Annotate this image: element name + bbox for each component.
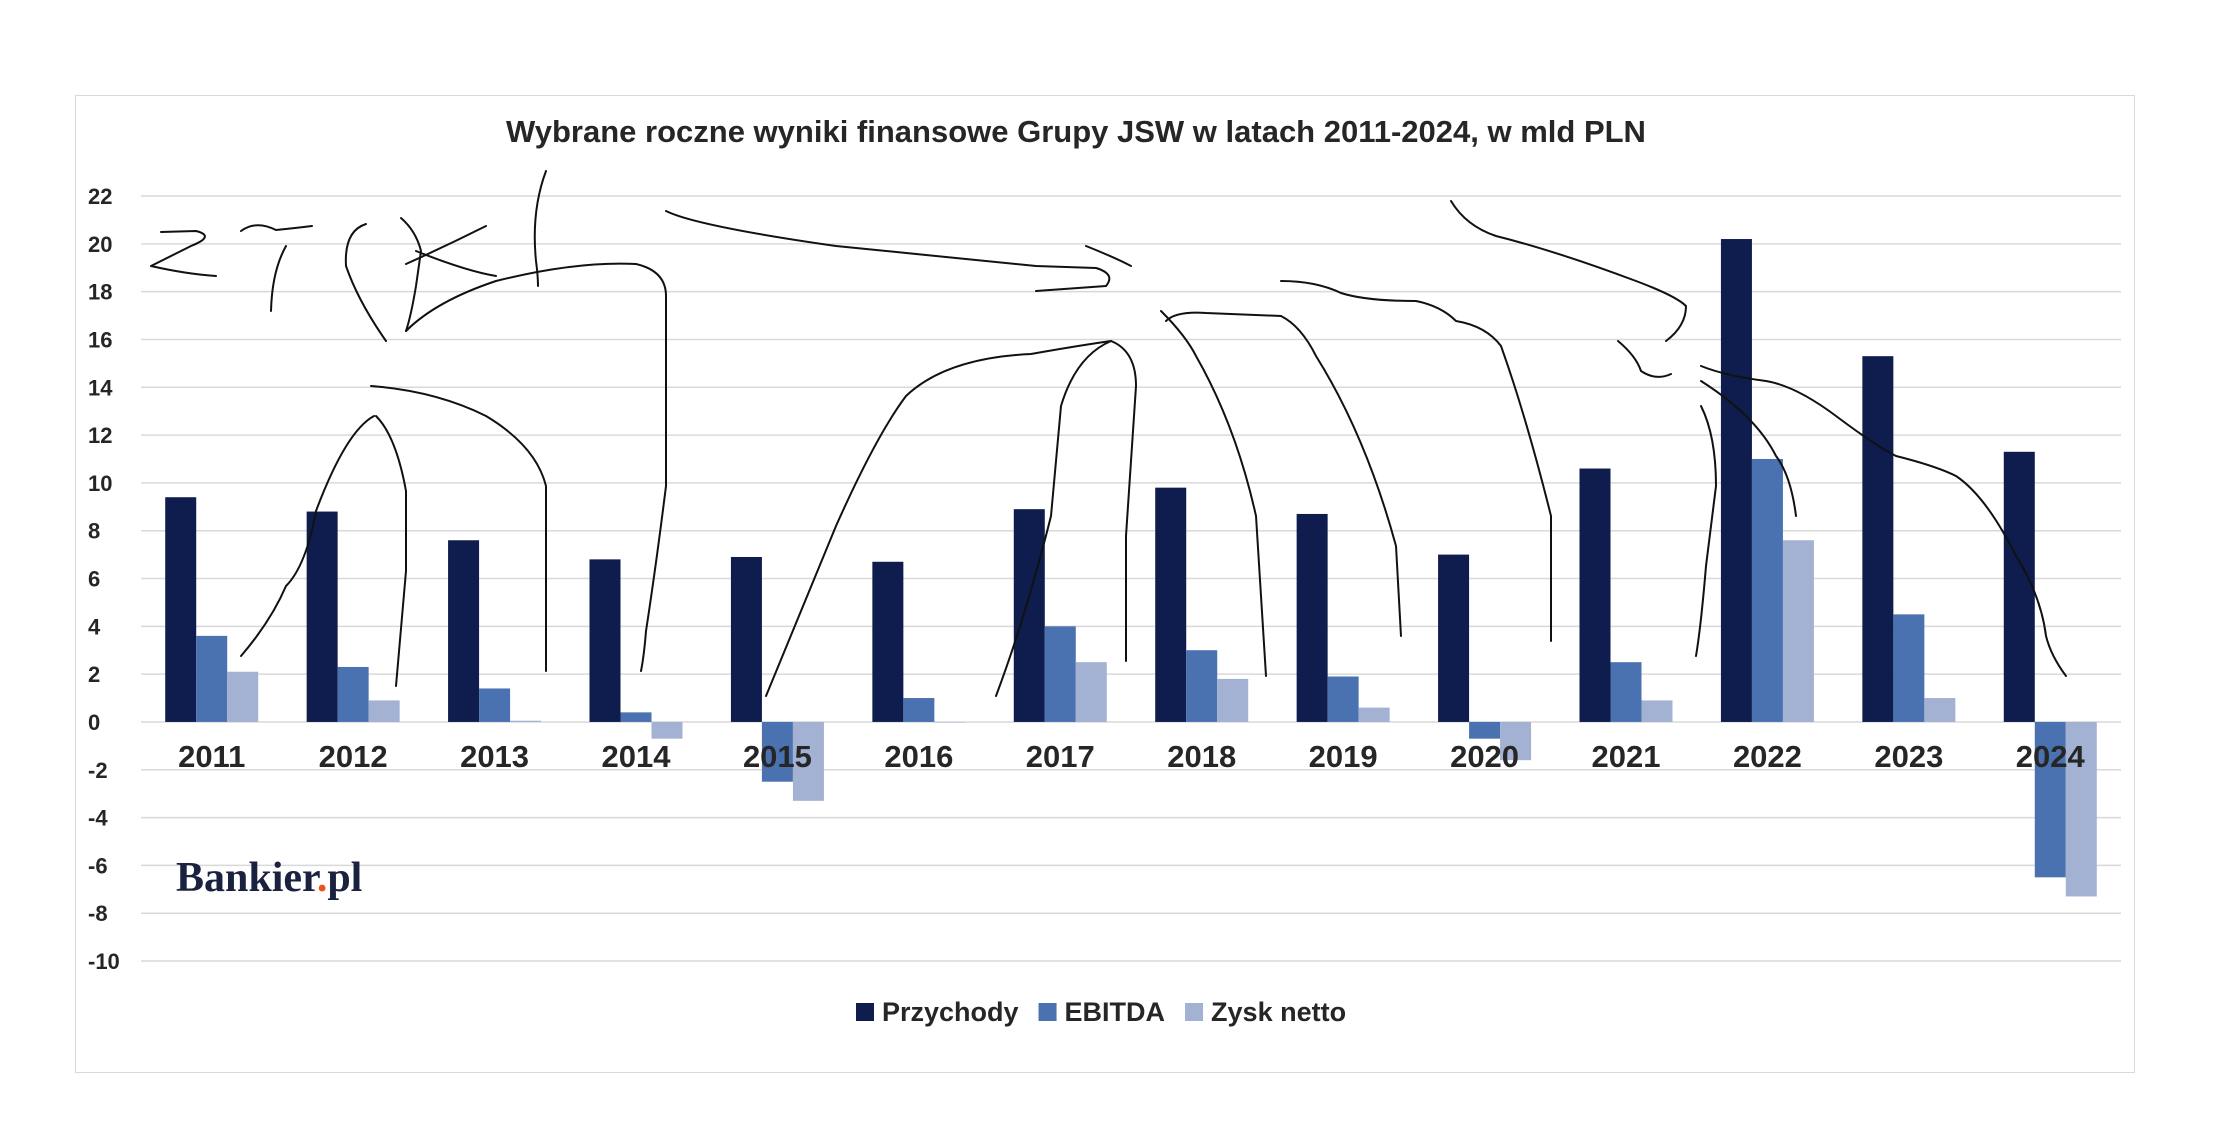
y-tick-label: 10 — [88, 471, 112, 496]
x-axis-ticks: 2011 2012 2013 2014 2015 2016 2017 2018 2019 2020… — [178, 739, 2085, 774]
y-tick-label: 20 — [88, 232, 112, 257]
legend-label: Zysk netto — [1211, 997, 1346, 1027]
bar-ebitda-2020 — [1469, 721, 1501, 739]
legend-label: Przychody — [882, 997, 1019, 1027]
x-tick-label: 2015 — [743, 739, 812, 774]
y-tick-label: -2 — [88, 758, 108, 783]
y-tick-label: 8 — [88, 519, 100, 544]
legend-swatch — [1185, 1003, 1204, 1021]
bar-przychody-2018 — [1155, 487, 1187, 722]
bar-przychody-2020 — [1438, 554, 1470, 722]
bar-ebitda-2021 — [1610, 662, 1642, 722]
x-tick-label: 2016 — [884, 739, 953, 774]
bar-ebitda-2013 — [479, 688, 511, 722]
bar-zysk-netto-2016 — [934, 721, 966, 723]
grid-lines — [141, 195, 2121, 962]
y-tick-label: 6 — [88, 567, 100, 592]
y-tick-label: 14 — [88, 375, 113, 400]
x-tick-label: 2014 — [602, 739, 672, 774]
y-tick-label: -10 — [88, 949, 120, 974]
legend: Przychody EBITDA Zysk netto — [856, 997, 1346, 1027]
bar-ebitda-2012 — [337, 666, 369, 722]
bankier-logo: Bankier.pl — [176, 855, 362, 901]
bar-przychody-2013 — [448, 540, 480, 722]
x-tick-label: 2013 — [460, 739, 529, 774]
x-tick-label: 2024 — [2016, 739, 2086, 774]
x-tick-label: 2022 — [1733, 739, 1802, 774]
bar-przychody-2014 — [589, 559, 621, 722]
y-tick-label: -4 — [88, 806, 108, 831]
legend-swatch — [1038, 1003, 1057, 1021]
x-tick-label: 2019 — [1309, 739, 1378, 774]
bar-ebitda-2017 — [1044, 626, 1076, 722]
bar-zysk-netto-2020 — [1500, 721, 1532, 761]
bar-zysk-netto-2023 — [1924, 698, 1956, 722]
bar-ebitda-2016 — [903, 698, 935, 722]
bar-zysk-netto-2014 — [651, 721, 683, 739]
bar-ebitda-2011 — [196, 635, 228, 722]
bar-ebitda-2014 — [620, 712, 652, 722]
y-tick-label: 22 — [88, 184, 112, 209]
bar-przychody-2017 — [1013, 509, 1045, 722]
legend-swatch — [856, 1003, 874, 1021]
bar-przychody-2019 — [1296, 513, 1328, 722]
y-tick-label: 12 — [88, 423, 112, 448]
bar-ebitda-2015 — [761, 721, 793, 782]
bar-przychody-2023 — [1862, 356, 1894, 722]
bar-przychody-2016 — [872, 561, 904, 722]
y-tick-label: 18 — [88, 280, 112, 305]
bar-zysk-netto-2019 — [1358, 707, 1390, 722]
bar-zysk-netto-2013 — [510, 720, 542, 722]
handwritten-scribbles — [150, 170, 2067, 697]
chart-title: Wybrane roczne wyniki finansowe Grupy JS… — [506, 114, 1646, 149]
y-tick-label: 2 — [88, 662, 100, 687]
bar-przychody-2015 — [730, 556, 762, 722]
bar-zysk-netto-2015 — [792, 721, 824, 801]
chart-frame: Wybrane roczne wyniki finansowe Grupy JS… — [75, 95, 2135, 1073]
x-tick-label: 2011 — [178, 739, 245, 774]
y-tick-label: 4 — [88, 614, 101, 639]
bar-zysk-netto-2022 — [1782, 540, 1814, 722]
bar-przychody-2012 — [306, 511, 338, 722]
x-tick-label: 2023 — [1874, 739, 1943, 774]
bar-zysk-netto-2012 — [368, 700, 400, 722]
bar-ebitda-2024 — [2034, 721, 2066, 878]
x-tick-label: 2012 — [319, 739, 388, 774]
bar-zysk-netto-2024 — [2065, 721, 2097, 897]
bar-chart: Wybrane roczne wyniki finansowe Grupy JS… — [88, 114, 2121, 1027]
y-tick-label: -8 — [88, 901, 108, 926]
x-tick-label: 2017 — [1026, 739, 1095, 774]
x-tick-label: 2021 — [1592, 739, 1661, 774]
y-tick-label: 16 — [88, 327, 112, 352]
bar-przychody-2011 — [165, 497, 197, 722]
bar-zysk-netto-2011 — [227, 671, 259, 722]
bar-ebitda-2023 — [1893, 614, 1925, 722]
bar-ebitda-2022 — [1751, 458, 1783, 722]
y-tick-label: 0 — [88, 710, 100, 735]
bar-przychody-2021 — [1579, 468, 1611, 722]
bar-zysk-netto-2017 — [1075, 662, 1107, 722]
bars — [165, 239, 2097, 897]
bar-zysk-netto-2018 — [1217, 678, 1249, 722]
y-tick-label: -6 — [88, 853, 108, 878]
bar-ebitda-2018 — [1186, 650, 1218, 722]
x-tick-label: 2020 — [1450, 739, 1519, 774]
bar-przychody-2024 — [2003, 451, 2035, 722]
bar-przychody-2022 — [1720, 239, 1752, 722]
legend-label: EBITDA — [1065, 997, 1166, 1027]
bar-zysk-netto-2021 — [1641, 700, 1673, 722]
bar-ebitda-2019 — [1327, 676, 1359, 722]
x-tick-label: 2018 — [1167, 739, 1236, 774]
